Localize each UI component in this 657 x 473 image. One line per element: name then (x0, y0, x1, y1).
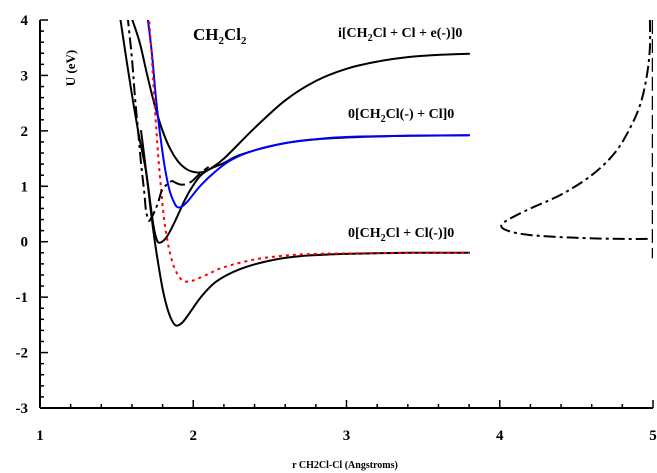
series-line-5 (148, 20, 470, 283)
y-tick-labels: -3 -2 -1 0 1 2 3 4 (16, 13, 29, 417)
axes (39, 20, 653, 409)
x-tick-labels: 1 2 3 4 5 (36, 428, 657, 444)
x-tick-label: 3 (343, 428, 351, 444)
y-tick-label: -3 (16, 401, 29, 417)
x-tick-label: 2 (190, 428, 198, 444)
y-tick-label: -1 (16, 290, 29, 306)
y-tick-label: 4 (21, 13, 29, 29)
y-tick-label: -2 (16, 346, 29, 362)
x-tick-label: 1 (36, 428, 44, 444)
x-axis-label: r CH2Cl-Cl (Angstroms) (292, 460, 398, 471)
x-tick-label: 4 (496, 428, 504, 444)
tick-marks (39, 19, 654, 409)
molecule-label: CH2Cl2 (193, 25, 247, 47)
y-tick-label: 2 (21, 124, 29, 140)
y-tick-label: 1 (21, 179, 29, 195)
series-line-8 (500, 20, 652, 240)
series-line-7 (171, 166, 210, 186)
lower-state-label: 0[CH2Cl + Cl(-)]0 (348, 226, 454, 244)
upper-state-label: i[CH2Cl + Cl + e(-)]0 (338, 26, 462, 44)
series-layer (119, 20, 653, 327)
y-tick-label: 3 (21, 68, 29, 84)
series-line-4 (140, 129, 471, 327)
middle-state-label: 0[CH2Cl(-) + Cl]0 (348, 107, 454, 125)
series-line-6 (126, 20, 173, 222)
series-line-2 (119, 20, 471, 244)
series-line-3 (146, 20, 471, 209)
y-axis-label: U (eV) (63, 50, 78, 86)
y-tick-label: 0 (21, 235, 29, 251)
x-tick-label: 5 (649, 428, 657, 444)
